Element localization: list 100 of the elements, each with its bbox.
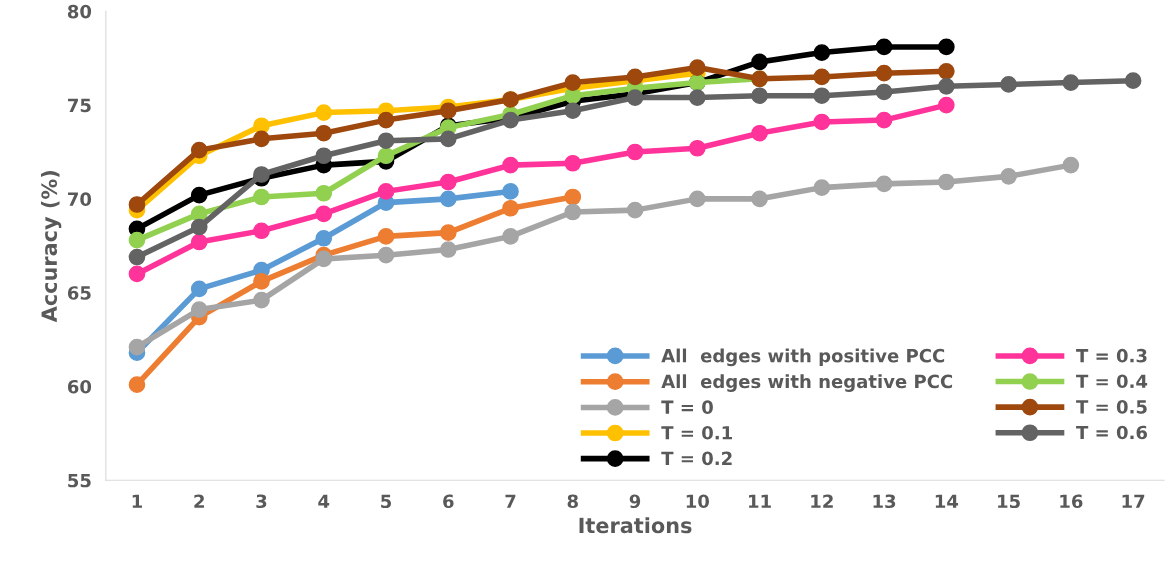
point — [751, 190, 768, 208]
point — [439, 190, 457, 208]
point — [813, 44, 831, 61]
point — [1124, 72, 1142, 90]
point — [190, 186, 208, 204]
point — [813, 179, 831, 196]
point — [439, 241, 457, 258]
legend-label: T = 0.1 — [661, 425, 732, 440]
point — [315, 250, 333, 268]
point — [875, 38, 893, 56]
point — [938, 96, 955, 114]
point — [626, 201, 644, 219]
x-tick-label: 16 — [1060, 494, 1083, 509]
point — [502, 156, 519, 174]
x-tick-label: 9 — [629, 494, 641, 509]
legend-label: T = 0.2 — [661, 451, 732, 466]
x-tick-label: 5 — [381, 494, 392, 509]
x-tick-label: 7 — [505, 494, 516, 508]
point — [128, 376, 146, 393]
legend-label: T = 0.5 — [1076, 400, 1147, 414]
y-tick-label: 65 — [67, 286, 91, 300]
point — [688, 89, 706, 106]
x-axis-title: Iterations — [579, 517, 692, 534]
point — [502, 183, 519, 200]
point — [315, 147, 333, 165]
point — [190, 301, 208, 318]
point — [813, 68, 831, 86]
x-tick-label: 12 — [811, 494, 833, 508]
y-tick-label: 75 — [68, 98, 91, 113]
point — [439, 130, 457, 148]
point — [315, 229, 333, 247]
y-tick-label: 55 — [68, 473, 91, 488]
point — [875, 111, 893, 129]
point — [377, 147, 395, 165]
point — [938, 173, 955, 191]
point — [253, 130, 270, 148]
point — [688, 190, 706, 208]
point — [315, 184, 333, 202]
point — [502, 228, 519, 245]
point — [439, 224, 457, 241]
point — [813, 113, 831, 131]
x-tick-label: 4 — [318, 494, 330, 508]
point — [315, 124, 333, 142]
point — [751, 87, 768, 105]
point — [564, 74, 582, 91]
x-tick-label: 10 — [686, 494, 709, 509]
point — [128, 248, 146, 266]
legend-label: All edges with positive PCC — [661, 348, 945, 367]
point — [439, 173, 457, 191]
x-tick-label: 15 — [998, 494, 1020, 509]
point — [253, 291, 270, 309]
x-tick-label: 14 — [935, 494, 959, 508]
x-tick-label: 3 — [256, 494, 267, 509]
point — [875, 83, 893, 101]
y-tick-label: 70 — [68, 192, 92, 206]
point — [564, 102, 582, 120]
x-tick-label: 6 — [443, 494, 454, 509]
point — [1000, 168, 1017, 185]
y-axis-title: Accuracy (%) — [40, 171, 62, 323]
point — [626, 89, 644, 106]
point — [253, 188, 270, 206]
y-tick-label: 80 — [67, 4, 92, 19]
point — [253, 166, 270, 183]
point — [377, 228, 395, 245]
legend-label: T = 0.3 — [1076, 348, 1147, 363]
point — [439, 102, 457, 120]
x-tick-label: 11 — [749, 494, 771, 508]
point — [938, 62, 955, 80]
point — [1062, 74, 1080, 91]
point — [626, 68, 644, 86]
point — [1000, 76, 1017, 93]
point — [377, 246, 395, 264]
point — [253, 222, 270, 240]
point — [253, 273, 270, 290]
point — [1062, 156, 1080, 174]
x-tick-label: 2 — [194, 494, 204, 508]
point — [938, 38, 955, 56]
x-tick-label: 13 — [873, 494, 896, 509]
x-tick-label: 8 — [567, 494, 578, 509]
point — [128, 196, 146, 213]
point — [688, 59, 706, 76]
point — [128, 231, 146, 249]
point — [564, 188, 582, 206]
point — [751, 53, 768, 71]
point — [190, 280, 208, 298]
legend-label: T = 0 — [661, 400, 713, 414]
point — [502, 199, 519, 217]
point — [128, 338, 146, 356]
x-tick-label: 17 — [1122, 494, 1145, 508]
point — [751, 124, 768, 142]
legend-label: T = 0.6 — [1076, 425, 1148, 440]
point — [190, 233, 208, 251]
point — [875, 64, 893, 82]
point — [938, 77, 955, 95]
legend-label: T = 0.4 — [1076, 374, 1148, 389]
point — [813, 87, 831, 105]
point — [190, 218, 208, 236]
point — [564, 203, 582, 221]
point — [128, 265, 146, 283]
x-tick-label: 1 — [132, 494, 143, 508]
